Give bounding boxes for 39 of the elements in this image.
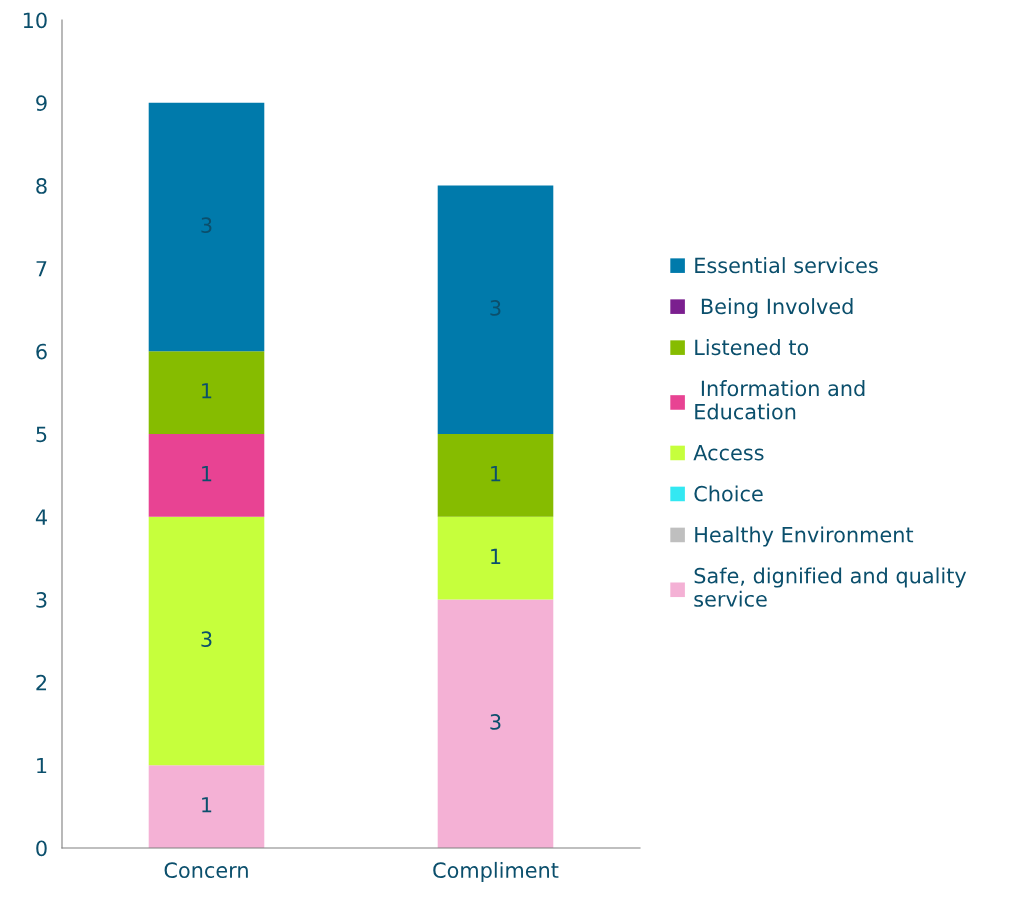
x-tick-label: Concern	[164, 862, 248, 879]
bar	[148, 351, 265, 434]
data-label: 1	[491, 465, 501, 482]
bar	[148, 102, 265, 352]
data-label: 1	[491, 548, 501, 564]
data-label: 3	[201, 631, 212, 648]
data-label: 3	[201, 217, 212, 234]
y-tick-label: 3	[36, 592, 47, 608]
y-tick-label: 0	[36, 840, 47, 857]
data-label: 3	[490, 300, 501, 316]
bar	[148, 434, 265, 517]
bar	[148, 516, 265, 766]
legend-label: Listened to	[695, 339, 809, 356]
bar	[148, 765, 265, 848]
bar	[437, 516, 554, 600]
legend-label: Safe, dignified and quality service	[694, 567, 967, 607]
x-tick-label: Compliment	[433, 861, 559, 883]
legend-label: Choice	[694, 485, 763, 502]
y-tick-label: 4	[35, 509, 47, 525]
y-tick-label: 5	[36, 426, 47, 443]
y-tick-label: 7	[36, 261, 47, 277]
bar	[437, 185, 554, 434]
bar	[437, 434, 554, 517]
y-tick-label: 8	[36, 178, 47, 194]
y-tick-label: 10	[23, 12, 47, 29]
y-tick-label: 1	[37, 757, 47, 774]
y-tick-label: 9	[36, 95, 47, 112]
data-label: 1	[202, 465, 212, 482]
legend-label: Healthy Environment	[695, 526, 914, 547]
data-label: 3	[490, 714, 501, 730]
legend-label: Being Involved	[701, 298, 853, 319]
legend-label: Access	[693, 445, 764, 461]
bar	[437, 599, 554, 848]
data-label: 1	[202, 797, 212, 813]
y-tick-label: 6	[36, 343, 47, 360]
legend-label: Essential services	[695, 257, 878, 274]
y-tick-label: 2	[36, 674, 47, 691]
data-label: 1	[202, 383, 212, 399]
legend-label: Information and Education	[695, 380, 865, 420]
